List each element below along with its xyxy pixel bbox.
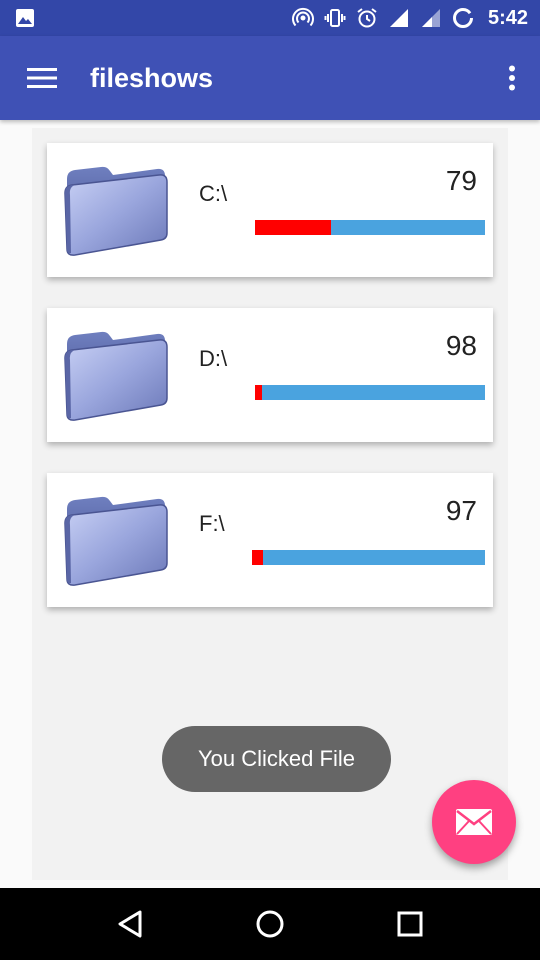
recents-button[interactable] [380,894,440,954]
usage-bar-used [255,385,262,400]
app-bar: fileshows [0,36,540,120]
app-title: fileshows [90,62,214,93]
folder-icon [64,331,168,421]
toast-message: You Clicked File [162,726,391,792]
hamburger-menu-icon [27,68,57,88]
more-vert-icon [509,65,515,91]
drive-card-d[interactable]: D:\ 98 [47,308,493,442]
drive-label: F:\ [199,511,225,536]
usage-bar [252,550,485,565]
signal-icon [388,7,410,29]
drive-value: 79 [445,165,477,196]
drive-label: D:\ [199,346,228,371]
battery-charging-icon [452,7,474,29]
signal-icon [420,7,442,29]
menu-button[interactable] [0,36,84,120]
folder-icon [64,496,168,586]
back-button[interactable] [100,894,160,954]
drive-label: C:\ [199,181,228,206]
drive-value: 98 [445,330,477,361]
usage-bar-used [255,220,331,235]
image-notification-icon [14,7,36,29]
back-icon [118,910,142,938]
usage-bar [255,220,485,235]
email-icon [456,809,492,835]
more-options-button[interactable] [484,36,540,120]
folder-icon [64,166,168,256]
recents-icon [397,911,423,937]
drive-card-c[interactable]: C:\ 79 [47,143,493,277]
home-icon [256,910,284,938]
drive-value: 97 [445,495,477,526]
status-bar: 5:42 [0,0,540,36]
hotspot-icon [291,7,314,29]
email-fab-button[interactable] [432,780,516,864]
vibrate-icon [324,7,346,29]
alarm-icon [356,7,378,29]
usage-bar-used [252,550,263,565]
clock-time: 5:42 [487,6,528,29]
home-button[interactable] [240,894,300,954]
usage-bar [255,385,485,400]
navigation-bar [0,888,540,960]
drive-card-f[interactable]: F:\ 97 [47,473,493,607]
